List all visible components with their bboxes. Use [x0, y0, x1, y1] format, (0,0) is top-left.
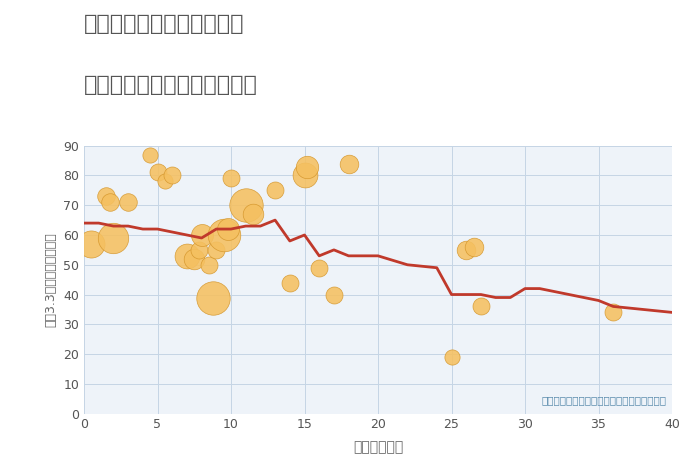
Point [189, 255, 200, 263]
Point [122, 198, 134, 206]
Point [105, 198, 116, 206]
Point [193, 246, 204, 254]
Text: 円の大きさは、取引のあった物件面積を示す: 円の大きさは、取引のあった物件面積を示す [541, 396, 666, 406]
Point [468, 243, 479, 251]
Point [85, 240, 97, 248]
Y-axis label: 坪（3.3㎡）単価（万円）: 坪（3.3㎡）単価（万円） [45, 232, 57, 327]
Point [302, 163, 313, 170]
Point [284, 279, 295, 286]
Point [299, 172, 310, 179]
Point [101, 193, 112, 200]
Point [314, 264, 325, 272]
Point [270, 187, 281, 194]
X-axis label: 築年数（年）: 築年数（年） [353, 440, 403, 454]
Point [343, 160, 354, 167]
Point [108, 234, 119, 242]
Point [248, 211, 259, 218]
Point [240, 202, 251, 209]
Point [181, 252, 193, 259]
Point [461, 246, 472, 254]
Point [208, 294, 219, 301]
Point [328, 291, 339, 298]
Point [160, 178, 171, 185]
Point [211, 246, 222, 254]
Point [152, 169, 163, 176]
Point [144, 151, 155, 158]
Point [196, 231, 207, 239]
Text: 築年数別中古マンション価格: 築年数別中古マンション価格 [84, 75, 258, 95]
Point [446, 353, 457, 361]
Point [608, 309, 619, 316]
Point [223, 225, 234, 233]
Point [167, 172, 178, 179]
Point [203, 261, 214, 268]
Point [225, 175, 237, 182]
Text: 三重県松阪市嬉野下之庄町: 三重県松阪市嬉野下之庄町 [84, 14, 244, 34]
Point [475, 303, 486, 310]
Point [218, 231, 230, 239]
